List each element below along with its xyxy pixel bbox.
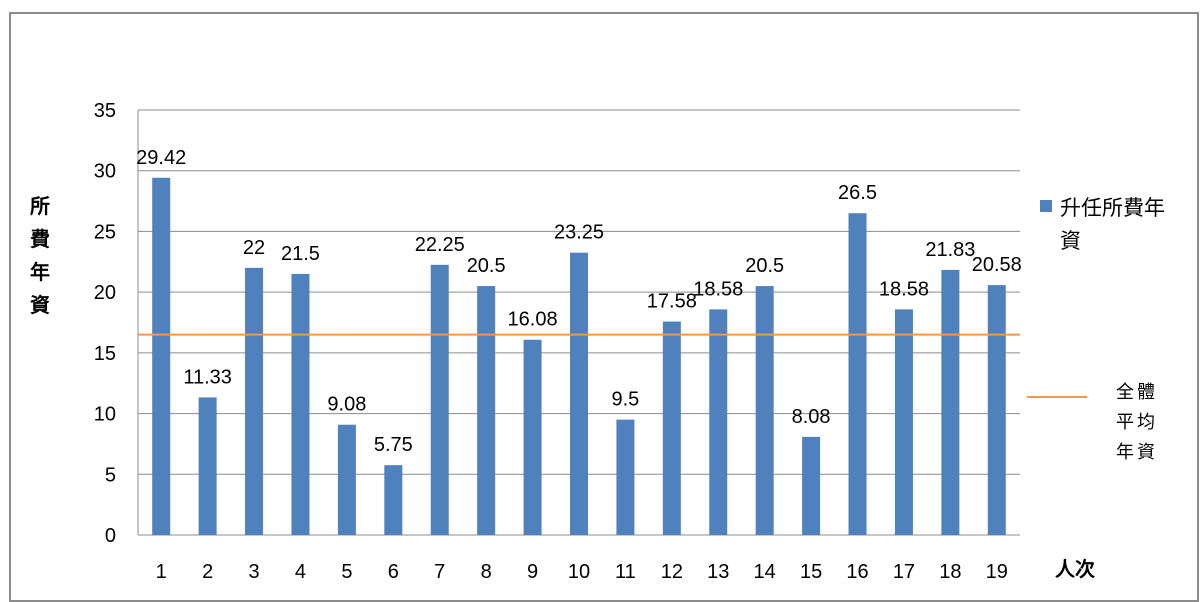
data-label: 22 <box>243 237 265 259</box>
x-tick-label: 9 <box>527 561 538 583</box>
bar <box>570 252 588 535</box>
bar <box>523 339 542 535</box>
x-tick-label: 2 <box>202 561 213 583</box>
legend-bar-label: 升任所費年資 <box>1060 196 1165 253</box>
data-label: 18.58 <box>693 278 743 300</box>
data-label: 22.25 <box>415 234 465 256</box>
x-tick-label: 16 <box>846 561 868 583</box>
bar <box>848 213 867 535</box>
bar <box>291 273 310 535</box>
data-label: 29.42 <box>136 147 186 169</box>
gridlines <box>137 109 1020 536</box>
data-label: 17.58 <box>647 291 697 313</box>
data-label: 5.75 <box>374 434 413 456</box>
data-label: 20.5 <box>467 255 506 277</box>
bar <box>987 285 1006 535</box>
data-label: 20.58 <box>972 254 1022 276</box>
data-label: 26.5 <box>838 182 877 204</box>
bar <box>430 264 449 535</box>
data-label: 8.08 <box>792 406 831 428</box>
data-label: 9.5 <box>612 389 640 411</box>
y-tick-label: 35 <box>94 100 116 122</box>
bar <box>662 321 681 535</box>
y-axis-ticks: 0 5 10 15 20 25 30 35 <box>94 100 116 547</box>
y-tick-label: 0 <box>105 525 116 547</box>
x-tick-label: 14 <box>754 561 776 583</box>
bar <box>941 269 960 535</box>
data-label: 18.58 <box>879 278 929 300</box>
bars <box>152 177 1006 535</box>
bar <box>337 424 356 535</box>
bar <box>198 397 217 535</box>
bar <box>709 309 728 535</box>
y-tick-label: 15 <box>94 343 116 365</box>
bar <box>477 286 496 535</box>
x-tick-label: 5 <box>341 561 352 583</box>
data-label: 23.25 <box>554 222 604 244</box>
bar <box>616 419 635 535</box>
x-tick-label: 19 <box>986 561 1008 583</box>
data-label: 21.5 <box>281 243 320 265</box>
y-tick-label: 20 <box>94 282 116 304</box>
data-label: 9.08 <box>327 394 366 416</box>
x-tick-label: 12 <box>661 561 683 583</box>
legend-line-swatch <box>1027 396 1087 398</box>
data-label: 21.83 <box>925 239 975 261</box>
bar <box>245 267 264 535</box>
x-tick-label: 6 <box>388 561 399 583</box>
y-tick-label: 5 <box>105 464 116 486</box>
x-tick-label: 10 <box>568 561 590 583</box>
y-tick-label: 30 <box>94 161 116 183</box>
x-tick-label: 13 <box>707 561 729 583</box>
x-tick-label: 15 <box>800 561 822 583</box>
x-tick-label: 7 <box>434 561 445 583</box>
y-tick-label: 25 <box>94 221 116 243</box>
legend-line-label: 全體平均年資 <box>1116 382 1158 463</box>
x-tick-label: 4 <box>295 561 306 583</box>
x-tick-label: 11 <box>615 561 636 583</box>
x-axis-title: 人次 <box>1055 557 1095 581</box>
bar <box>755 286 774 535</box>
x-tick-label: 8 <box>481 561 492 583</box>
x-tick-label: 18 <box>939 561 961 583</box>
data-label: 20.5 <box>745 255 784 277</box>
y-axis-title: 所費年資 <box>30 194 50 317</box>
bar <box>152 177 171 535</box>
x-tick-label: 3 <box>248 561 259 583</box>
x-axis-ticks: 1 2 3 4 5 6 7 8 9 10 11 12 13 14 15 16 17 18 19 <box>156 561 1008 583</box>
bar <box>894 309 913 535</box>
data-label: 11.33 <box>183 366 232 388</box>
x-tick-label: 1 <box>156 561 167 583</box>
y-tick-label: 10 <box>94 404 116 426</box>
legend-bar-swatch <box>1040 200 1052 212</box>
bar <box>802 436 821 535</box>
x-tick-label: 17 <box>893 561 915 583</box>
data-label: 16.08 <box>508 309 558 331</box>
bar <box>384 465 403 535</box>
